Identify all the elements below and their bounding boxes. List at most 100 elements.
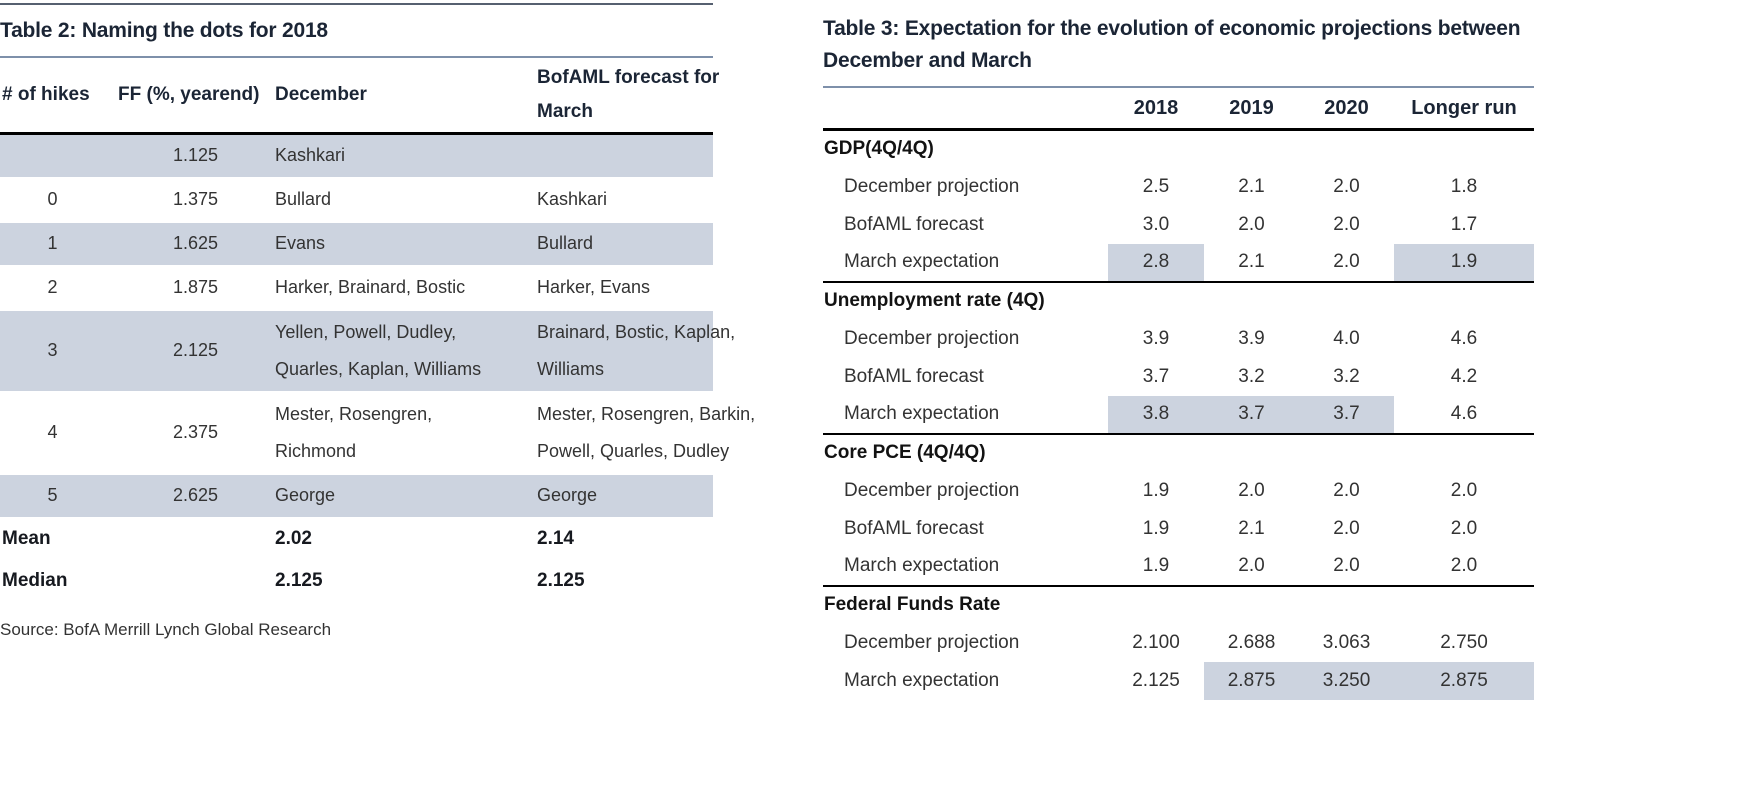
table2-cell-ff: 1.625 <box>172 233 218 253</box>
table3-value-cell: 3.063 <box>1322 631 1371 653</box>
table3-value-cell: 1.8 <box>1450 175 1478 197</box>
table3-value-cell: 4.6 <box>1394 395 1534 435</box>
table3-section-name: GDP(4Q/4Q) <box>824 138 934 160</box>
table3-data-row: December projection 2.5 2.1 2.0 1.8 <box>823 168 1534 206</box>
table3-data-row: December projection 3.9 3.9 4.0 4.6 <box>823 320 1534 358</box>
table3-section-header-row: Core PCE (4Q/4Q) <box>823 434 1534 472</box>
table2-body: 1.125 Kashkari 0 1.375 Bullard Kashkari 1 1.625… <box>0 133 755 518</box>
table2-row: 3 2.125 Yellen, Powell, Dudley, Quarles, Ka… <box>0 309 735 392</box>
table3-value-cell: 2.0 <box>1333 517 1360 539</box>
table3-value-cell: 3.7 <box>1142 365 1170 387</box>
table3-row-label: March expectation <box>823 243 1108 283</box>
table3-value-cell: 1.7 <box>1450 213 1478 235</box>
table2-cell-hikes: 0 <box>47 189 58 209</box>
cell-line: March <box>537 101 593 122</box>
table3-value-cell: 4.0 <box>1333 327 1360 349</box>
table3-data-row: March expectation 1.9 2.0 2.0 2.0 <box>823 547 1534 587</box>
table3-row-label: December projection <box>844 631 1020 653</box>
table3: 2018 2019 2020 Longer run GDP(4Q/4Q) Dece… <box>823 88 1534 700</box>
table2-summary-row: Median 2.125 2.125 <box>0 560 713 602</box>
table2-cell-hikes <box>0 134 105 178</box>
table3-section: Federal Funds Rate December projection 2.1… <box>823 586 1534 700</box>
table3-row-label: December projection <box>844 327 1020 349</box>
table3-section: Unemployment rate (4Q) December projectio… <box>823 282 1534 435</box>
table3-value-cell: 2.750 <box>1440 631 1488 653</box>
table3-value-cell: 3.7 <box>1204 395 1299 435</box>
table2-title-text: Table 2: Naming the dots for 2018 <box>0 19 328 42</box>
table3-value-cell: 3.9 <box>1238 327 1265 349</box>
table3-section-name: Core PCE (4Q/4Q) <box>824 442 986 463</box>
table3-value-cell: 2.0 <box>1333 175 1360 197</box>
table2-cell-december: Mester, Rosengren, Richmond <box>273 392 535 474</box>
table2: # of hikes FF (%, yearend) December BofA… <box>0 58 755 602</box>
table3-value-cell: 1.9 <box>1108 547 1204 587</box>
table3-row-label: December projection <box>844 479 1020 501</box>
table2-summary-label: Median <box>2 569 68 591</box>
table2-cell-hikes: 2 <box>47 277 58 297</box>
table2-col-header-hikes: # of hikes <box>0 58 105 135</box>
table3-value-cell: 3.2 <box>1333 365 1360 387</box>
table2-summary-december: 2.02 <box>275 528 312 549</box>
table3-header-row: 2018 2019 2020 Longer run <box>823 88 1534 131</box>
table3-col-header-empty <box>823 88 1108 131</box>
table3-data-row: December projection 1.9 2.0 2.0 2.0 <box>823 472 1534 510</box>
table2-cell-ff: 2.625 <box>172 485 218 505</box>
table3-row-label: March expectation <box>823 395 1108 435</box>
table2-col-header-ff: FF (%, yearend) <box>105 58 273 135</box>
table3-title-rule <box>823 86 1534 88</box>
table3-value-cell: 2.0 <box>1238 479 1265 501</box>
source-note: Source: BofA Merrill Lynch Global Resear… <box>0 619 332 639</box>
table3-section: Core PCE (4Q/4Q) December projection 1.9 2.… <box>823 434 1534 587</box>
table2-summary-empty <box>105 518 273 560</box>
table2-row: 1.125 Kashkari <box>0 133 713 178</box>
table3-value-cell: 2.688 <box>1227 631 1276 653</box>
table3-value-cell: 2.0 <box>1333 213 1360 235</box>
table3-section-name: Federal Funds Rate <box>824 594 1001 615</box>
table2-summary-march: 2.125 <box>537 569 585 591</box>
table3-value-cell: 3.250 <box>1299 661 1394 700</box>
table3-data-row: March expectation 2.8 2.1 2.0 1.9 <box>823 243 1534 283</box>
table2-cell-march <box>535 134 713 178</box>
table2-cell-hikes: 5 <box>47 485 58 505</box>
table3-value-cell: 2.125 <box>1132 669 1180 691</box>
table2-col-header-march: BofAML forecast for March <box>535 58 719 135</box>
table2-cell-march: Brainard, Bostic, Kaplan, Williams <box>535 310 735 392</box>
table2-cell-december: Kashkari <box>275 145 346 166</box>
table3-value-cell: 2.0 <box>1450 517 1478 539</box>
table3-value-cell: 3.8 <box>1108 395 1204 435</box>
table2-cell-december: Harker, Brainard, Bostic <box>275 277 466 297</box>
table3-value-cell: 2.0 <box>1238 213 1265 235</box>
table2-summary-march: 2.14 <box>537 528 574 549</box>
table3-row-label: March expectation <box>844 669 1000 691</box>
table3-section: GDP(4Q/4Q) December projection 2.5 2.1 2.0 1.… <box>823 130 1534 283</box>
table2-header-row: # of hikes FF (%, yearend) December BofA… <box>0 58 719 135</box>
table3-value-cell: 2.8 <box>1108 243 1204 283</box>
table2-cell-march: Bullard <box>537 233 594 253</box>
table3-title: Table 3: Expectation for the evolution o… <box>823 0 1534 86</box>
table2-title-rule <box>0 56 713 58</box>
table3-value-cell: 4.6 <box>1450 327 1478 349</box>
table2-panel: Table 2: Naming the dots for 2018 # of h… <box>0 0 755 640</box>
table3-panel: Table 3: Expectation for the evolution o… <box>823 0 1534 700</box>
table2-cell-march: George <box>537 485 598 505</box>
table3-section-name: Unemployment rate (4Q) <box>824 290 1045 311</box>
table2-cell-ff: 1.875 <box>172 277 218 297</box>
table3-value-cell: 2.875 <box>1394 661 1534 700</box>
table3-data-row: March expectation 2.125 2.875 3.250 2.875 <box>823 661 1534 700</box>
table2-cell-hikes: 1 <box>47 233 58 253</box>
table2-cell-ff: 1.375 <box>172 189 218 209</box>
table2-summary: Mean 2.02 2.14 Median 2.125 2.125 <box>0 517 713 602</box>
table3-section-header-row: Unemployment rate (4Q) <box>823 282 1534 320</box>
table3-value-cell: 2.875 <box>1204 661 1299 700</box>
table3-value-cell: 3.0 <box>1142 213 1170 235</box>
table2-summary-empty <box>105 560 273 602</box>
table3-value-cell: 2.1 <box>1238 175 1265 197</box>
table3-value-cell: 3.7 <box>1299 395 1394 435</box>
table3-section-header-row: GDP(4Q/4Q) <box>823 130 1534 168</box>
table3-value-cell: 1.9 <box>1142 479 1170 501</box>
cell-line: Richmond <box>275 440 357 461</box>
table2-row: 4 2.375 Mester, Rosengren, Richmond Mester, … <box>0 392 755 474</box>
table2-cell-hikes: 3 <box>47 340 58 360</box>
table3-value-cell: 2.0 <box>1394 547 1534 587</box>
table3-value-cell: 2.100 <box>1132 631 1180 653</box>
